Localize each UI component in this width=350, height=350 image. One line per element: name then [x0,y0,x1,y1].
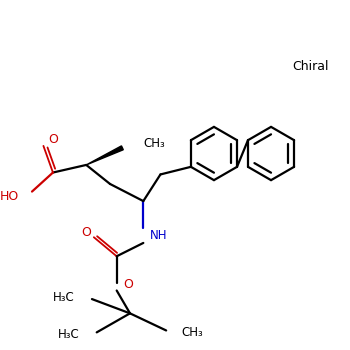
Text: Chiral: Chiral [292,61,328,74]
Text: CH₃: CH₃ [181,326,203,339]
Text: H₃C: H₃C [53,290,75,304]
Text: O: O [48,133,58,146]
Text: CH₃: CH₃ [143,136,165,149]
Text: O: O [123,278,133,291]
Text: H₃C: H₃C [58,328,79,341]
Text: HO: HO [0,190,19,203]
Text: NH: NH [150,229,168,242]
Text: O: O [81,226,91,239]
Polygon shape [86,146,123,165]
